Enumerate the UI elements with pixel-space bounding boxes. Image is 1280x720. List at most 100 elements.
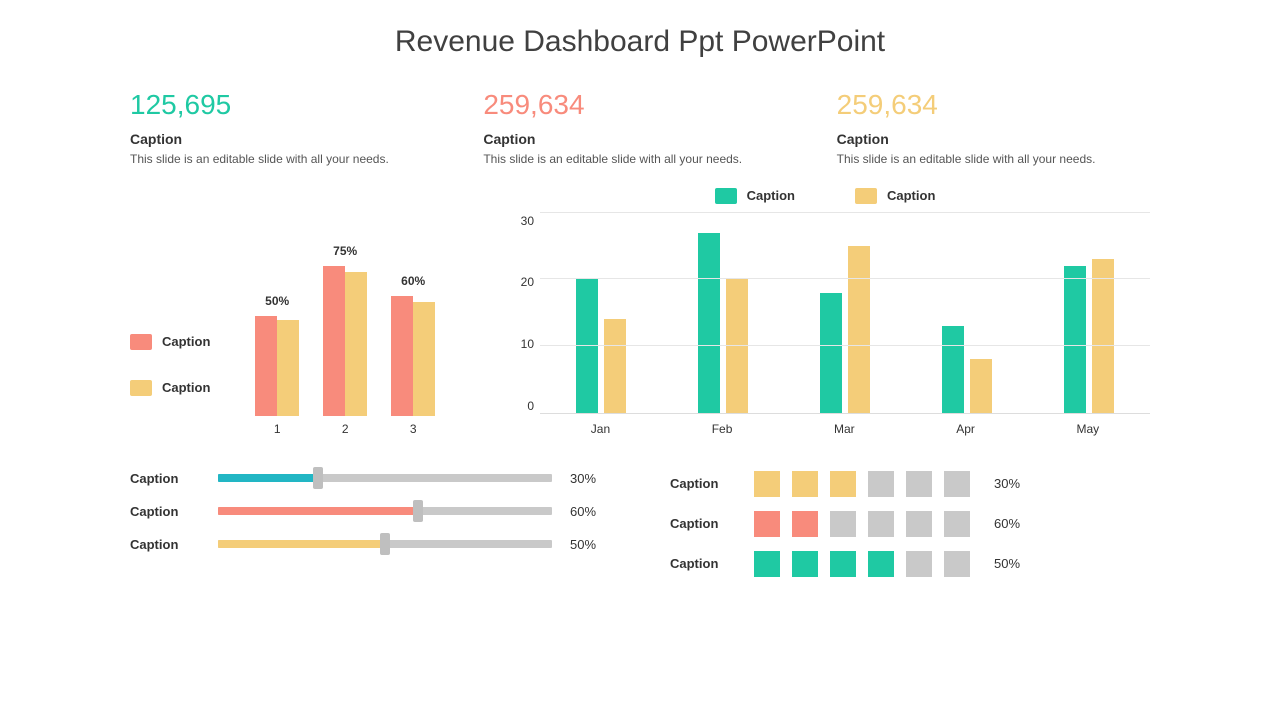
dot-box — [868, 471, 894, 497]
slider-knob[interactable] — [380, 533, 390, 555]
slider-knob[interactable] — [313, 467, 323, 489]
dot-box — [792, 471, 818, 497]
slider-fill — [218, 474, 318, 482]
dot-panel: Caption30%Caption60%Caption50% — [670, 471, 1150, 577]
slider-label: Caption — [130, 471, 200, 486]
bar — [942, 326, 964, 413]
legend-label: Caption — [162, 380, 210, 395]
bar-series-b — [277, 320, 299, 416]
y-tick: 20 — [508, 275, 534, 289]
slider-track[interactable] — [218, 540, 552, 548]
dot-box — [754, 511, 780, 537]
sliders-panel: Caption30%Caption60%Caption50% — [130, 471, 610, 577]
bar — [970, 359, 992, 412]
slider-track[interactable] — [218, 507, 552, 515]
dot-boxes — [754, 511, 970, 537]
bar3d-group: 75% 2 — [317, 244, 373, 436]
kpi-card: 259,634CaptionThis slide is an editable … — [837, 89, 1150, 168]
x-label: Feb — [712, 422, 733, 436]
bar — [820, 293, 842, 413]
kpi-value: 259,634 — [483, 89, 796, 121]
slider-row: Caption 30% — [130, 471, 610, 486]
bar — [604, 319, 626, 412]
dot-boxes — [754, 551, 970, 577]
dot-value: 30% — [994, 476, 1034, 491]
bar3d-group: 60% 3 — [385, 274, 441, 436]
x-label: Mar — [834, 422, 855, 436]
dot-box — [868, 551, 894, 577]
slider-track[interactable] — [218, 474, 552, 482]
bar-series-b — [345, 272, 367, 416]
legend-label: Caption — [887, 188, 935, 203]
dot-box — [792, 511, 818, 537]
kpi-description: This slide is an editable slide with all… — [837, 151, 1150, 168]
legend-swatch — [130, 380, 152, 396]
slider-label: Caption — [130, 504, 200, 519]
bar-group — [1064, 259, 1114, 412]
bar-group — [942, 326, 992, 413]
slider-fill — [218, 540, 385, 548]
bar-x-label: 2 — [342, 422, 349, 436]
legend-item: Caption — [130, 380, 210, 396]
dot-box — [944, 551, 970, 577]
slider-value: 50% — [570, 537, 610, 552]
kpi-row: 125,695 Caption This slide is an editable … — [130, 89, 1150, 168]
legend-item: Caption — [715, 188, 795, 204]
bar-series-a — [323, 266, 345, 416]
dot-box — [830, 511, 856, 537]
bar-label: 50% — [265, 294, 289, 308]
slider-label: Caption — [130, 537, 200, 552]
legend-label: Caption — [747, 188, 795, 203]
bar-series-a — [255, 316, 277, 416]
dot-box — [906, 551, 932, 577]
legend-swatch — [130, 334, 152, 350]
chart-grouped-bars: CaptionCaption 0102030 JanFebMarAprMay — [500, 188, 1150, 436]
bar-series-b — [413, 302, 435, 416]
dot-box — [830, 551, 856, 577]
dot-box — [944, 471, 970, 497]
kpi-caption: Caption — [130, 131, 443, 147]
charts-row: CaptionCaption 50%175%260%3 CaptionCapti… — [130, 188, 1150, 436]
dot-row: Caption 60% — [670, 511, 1150, 537]
bar-label: 60% — [401, 274, 425, 288]
y-tick: 0 — [508, 399, 534, 413]
bar-x-label: 3 — [410, 422, 417, 436]
slider-value: 30% — [570, 471, 610, 486]
page-title: Revenue Dashboard Ppt PowerPoint — [130, 25, 1150, 59]
kpi-card: 259,634 Caption This slide is an editable … — [483, 89, 796, 168]
x-label: Apr — [956, 422, 975, 436]
bar — [1064, 266, 1086, 413]
x-label: May — [1077, 422, 1100, 436]
bar-group — [698, 233, 748, 413]
bottom-row: Caption30%Caption60%Caption50% Caption30… — [130, 471, 1150, 577]
dot-label: Caption — [670, 556, 740, 571]
legend-swatch — [715, 188, 737, 204]
kpi-caption: Caption — [483, 131, 796, 147]
dot-box — [754, 471, 780, 497]
slider-knob[interactable] — [413, 500, 423, 522]
x-label: Jan — [591, 422, 610, 436]
dot-value: 60% — [994, 516, 1034, 531]
kpi-description: This slide is an editable slide with all… — [483, 151, 796, 168]
bar-label: 75% — [333, 244, 357, 258]
bar — [848, 246, 870, 413]
kpi-caption: Caption — [837, 131, 1150, 147]
dot-box — [944, 511, 970, 537]
legend-label: Caption — [162, 334, 210, 349]
kpi-value: 125,695 — [130, 89, 443, 121]
legend-item: Caption — [130, 334, 210, 350]
y-tick: 30 — [508, 214, 534, 228]
bar-series-a — [391, 296, 413, 416]
chart-3d-bars: CaptionCaption 50%175%260%3 — [130, 188, 470, 436]
dot-label: Caption — [670, 516, 740, 531]
slider-fill — [218, 507, 418, 515]
dot-row: Caption30% — [670, 471, 1150, 497]
dot-box — [868, 511, 894, 537]
kpi-card: 125,695 Caption This slide is an editable … — [130, 89, 443, 168]
kpi-description: This slide is an editable slide with all… — [130, 151, 443, 168]
dot-boxes — [754, 471, 970, 497]
dot-box — [792, 551, 818, 577]
dot-box — [830, 471, 856, 497]
dot-box — [906, 471, 932, 497]
dot-box — [754, 551, 780, 577]
